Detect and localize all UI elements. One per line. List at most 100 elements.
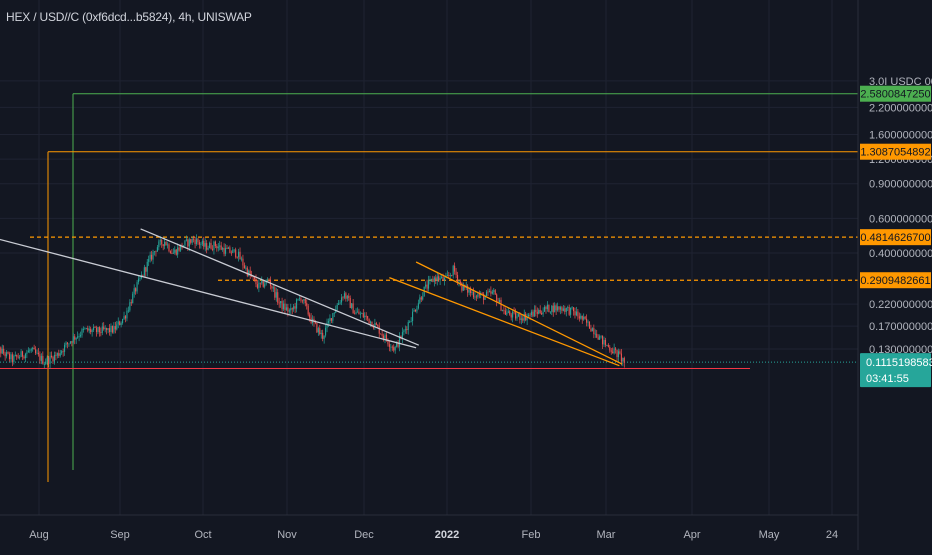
candle: [291, 307, 293, 315]
candle: [126, 307, 128, 322]
candle: [378, 322, 380, 339]
last-price-tag: 0.11151985835 03:41:55: [860, 353, 932, 388]
candle: [71, 340, 73, 347]
candle-body: [496, 294, 498, 303]
candle: [190, 238, 192, 245]
candle-body: [380, 333, 382, 335]
candle-body: [433, 277, 435, 282]
candle-body: [27, 350, 29, 353]
candle: [84, 327, 86, 330]
candle: [32, 346, 34, 352]
candle-body: [620, 353, 622, 362]
candle: [294, 302, 296, 314]
candle-body: [120, 323, 122, 326]
candle: [587, 319, 589, 327]
candle: [333, 312, 335, 318]
candle: [620, 348, 622, 366]
candle-body: [145, 267, 147, 272]
candle: [238, 248, 240, 262]
candle: [248, 269, 250, 277]
candle: [390, 343, 392, 352]
candle-body: [39, 354, 41, 361]
candle-body: [204, 243, 206, 247]
candle-body: [564, 308, 566, 312]
candle-body: [387, 340, 389, 345]
candle: [59, 349, 61, 358]
candle-body: [354, 313, 356, 315]
candle-body: [475, 296, 477, 298]
candle-body: [33, 347, 35, 350]
candle: [35, 346, 37, 356]
candle-body: [21, 351, 24, 357]
candle: [81, 327, 83, 338]
candle-body: [274, 287, 276, 298]
candle-body: [517, 314, 519, 317]
candle: [281, 297, 283, 314]
candle-body: [198, 242, 200, 245]
candle-body: [351, 303, 353, 308]
candle-body: [436, 276, 438, 281]
candle: [88, 325, 90, 334]
candle: [452, 264, 454, 279]
candle: [65, 341, 67, 348]
candle: [478, 290, 480, 299]
candle-body: [577, 311, 579, 317]
candle-body: [303, 299, 305, 301]
candle: [546, 301, 548, 312]
candle-body: [432, 278, 434, 282]
candle-body: [236, 256, 238, 258]
candle-body: [151, 254, 153, 260]
candle-body: [555, 305, 557, 311]
candle-body: [97, 327, 99, 333]
candle: [117, 317, 119, 329]
candle-body: [590, 328, 592, 332]
candle: [401, 327, 403, 343]
candle: [111, 325, 113, 334]
candle: [404, 325, 406, 334]
candle: [198, 239, 200, 249]
candle: [227, 246, 229, 249]
candle-body: [557, 306, 559, 311]
candle-body: [301, 300, 303, 302]
candle: [197, 237, 199, 245]
candle: [297, 298, 299, 301]
candle: [388, 341, 390, 352]
candle-body: [224, 247, 227, 254]
candle: [509, 310, 511, 316]
candle: [439, 275, 441, 285]
candle: [426, 279, 428, 293]
candle: [365, 312, 367, 321]
x-tick-label-1: Sep: [110, 529, 130, 541]
candle: [432, 275, 434, 283]
candle: [203, 236, 205, 250]
candle: [420, 296, 422, 303]
candle-body: [538, 309, 540, 314]
candle: [485, 290, 488, 297]
candle: [558, 306, 560, 313]
candle: [526, 313, 528, 326]
candle-body: [565, 307, 567, 312]
candle: [619, 349, 621, 355]
candle-body: [571, 307, 573, 309]
candle: [245, 265, 247, 271]
candle-body: [8, 353, 11, 360]
candle: [461, 281, 463, 293]
candle-body: [30, 349, 32, 351]
candle-body: [88, 328, 90, 331]
candle-body: [227, 247, 229, 249]
candle: [133, 284, 135, 298]
candle: [533, 305, 535, 317]
candle-body: [588, 321, 591, 329]
candle-body: [148, 259, 150, 262]
candle-body: [532, 311, 534, 317]
candle-body: [223, 247, 225, 254]
candle: [171, 249, 173, 255]
candle-body: [62, 351, 64, 352]
candle: [7, 351, 9, 355]
candle-body: [561, 307, 563, 311]
candle-body: [459, 281, 461, 283]
horizontal-levels: [0, 93, 858, 482]
